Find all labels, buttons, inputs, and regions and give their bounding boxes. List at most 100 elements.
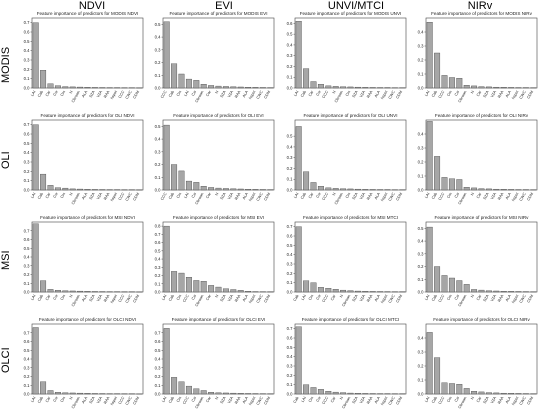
panel-2-1-xtick-label-9: VZA: [227, 294, 234, 303]
panel-1-1-bar-1: [171, 164, 178, 191]
panel-0-2-ytick-label-3: 0.3: [287, 53, 293, 58]
panel-1-3-xtick-label-6: N: [470, 192, 475, 197]
panel-2-2-bar-6: [340, 289, 347, 293]
panel-1-3-bar-0: [426, 121, 433, 191]
panel-2-3-bar-5: [463, 284, 470, 293]
panel-3-1-xtick-label-7: N: [215, 396, 220, 401]
panel-1-0-xtick-label-14: CDM: [132, 192, 140, 201]
panel-2-0-ytick-label-5: 0.5: [24, 246, 30, 251]
panel-3-3-xtick-label-3: Cm: [446, 396, 452, 403]
panel-2-1-bar-9: [230, 289, 237, 293]
panel-2-3-xtick-label-4: Cw: [454, 294, 460, 301]
panel-0-1-bar-11: [245, 87, 252, 89]
panel-2-3-xtick-label-11: ALA: [505, 294, 512, 303]
panel-2-3-xtick-label-6: N: [470, 294, 475, 299]
panel-2-3-xtick-label-0: LAI: [424, 294, 430, 301]
panel-2-3-xtick-label-2: CCC: [438, 294, 446, 303]
panel-2-0-axes-frame: [31, 221, 144, 293]
panel-3-1-bar-11: [245, 393, 252, 395]
panel-1-1-xtick-label-3: LAI: [183, 192, 189, 199]
panel-2-0-xtick-label-14: CDM: [132, 294, 140, 303]
panel-3-1-ytick-label-0: 0.0: [155, 392, 161, 397]
panel-2-0-ytick-label-0: 0.0: [24, 290, 30, 295]
panel-3-2-xtick-label-13: CWC: [388, 396, 396, 406]
panel-3-1-ytick-label-2: 0.2: [155, 374, 161, 379]
panel-1-2-bar-4: [325, 187, 332, 191]
panel-2-2-xtick-label-12: hspot: [380, 293, 389, 304]
panel-1-0-bar-8: [91, 189, 98, 191]
panel-1-0-xtick-label-1: Cab: [37, 192, 44, 200]
panel-1-0-bar-1: [40, 173, 47, 191]
panel-3-0-xtick-label-10: RAA: [103, 396, 111, 405]
panel-2-0-ytick-label-1: 0.1: [24, 281, 30, 286]
panel-3-0-bar-5: [69, 392, 76, 395]
panel-3-2-xtick-label-9: VZA: [359, 396, 366, 405]
panel-0-1-xtick-label-11: ALA: [242, 90, 249, 99]
panel-1-2-bar-1: [303, 171, 310, 191]
panel-2-2-ytick-label-0: 0.0: [287, 290, 293, 295]
panel-3-3-xtick-label-5: Cbrown: [458, 396, 468, 409]
panel-0-1-ytick-label-2: 0.2: [155, 60, 161, 65]
panel-3-3-bar-10: [500, 392, 507, 395]
panel-3-2-bar-7: [347, 392, 354, 395]
panel-2-2-xtick-label-11: ALA: [374, 294, 381, 303]
panel-3-1-bar-1: [171, 377, 178, 395]
panel-3-3-xtick-label-0: LAI: [424, 396, 430, 403]
panel-3-3-xtick-label-4: Cw: [454, 396, 460, 403]
panel-0-3-bar-5: [463, 85, 470, 89]
panel-2-0-bar-0: [32, 223, 39, 293]
panel-1-1-xtick-label-0: CCC: [160, 192, 168, 201]
panel-1-0-xtick-label-5: N: [69, 192, 74, 197]
panel-2-0-xtick-label-12: CCC: [118, 294, 126, 303]
panel-0-0-xtick-label-8: SZA: [89, 90, 96, 99]
panel-3-2-xtick-label-14: CDM: [395, 396, 403, 405]
panel-3-3-bar-3: [448, 383, 455, 395]
panel-2-0-ytick-label-3: 0.3: [24, 263, 30, 268]
panel-3-1-xtick-label-5: Cbrown: [195, 396, 205, 409]
panel-0-2-xtick-label-5: N: [332, 90, 337, 95]
panel-1-3-xtick-label-3: Cm: [446, 192, 452, 199]
panel-0-3-xtick-label-10: RAA: [497, 90, 505, 99]
panel-0-0-xtick-label-1: Cab: [37, 90, 44, 98]
panel-2-2-xtick-label-1: LAI: [301, 294, 307, 301]
panel-0-0-xtick-label-11: hspot: [110, 89, 119, 100]
panel-2-2-title: Feature importance of predictors for MSI…: [303, 215, 398, 220]
panel-0-2-ytick-label-5: 0.5: [287, 32, 293, 37]
panel-2-1-xtick-label-3: CCC: [182, 294, 190, 303]
panel-0-3-bar-10: [500, 87, 507, 89]
panel-1-3-bar-1: [434, 156, 441, 191]
panel-2-1-ytick-label-1: 0.1: [155, 281, 161, 286]
panel-0-1-title: Feature importance of predictors for MOD…: [169, 11, 267, 16]
panel-3-0-xtick-label-4: Cm: [60, 396, 66, 403]
panel-0-0-xtick-label-5: N: [69, 90, 74, 95]
panel-0-2-xtick-label-1: Cab: [300, 90, 307, 98]
panel-2-3-title: Feature importance of predictors for MSI…: [435, 215, 530, 220]
panel-1-3-bar-4: [456, 179, 463, 191]
panel-3-0-xtick-label-1: Cab: [37, 396, 44, 404]
col-header-nirv: NIRv: [467, 0, 493, 12]
panel-2-1-ytick-label-8: 0.8: [155, 224, 161, 229]
panel-0-1-xtick-label-0: CCC: [160, 90, 168, 99]
panel-0-2-bar-4: [325, 85, 332, 89]
panel-0-3-bar-3: [448, 77, 455, 89]
panel-0-1-ytick-label-3: 0.3: [155, 47, 161, 52]
panel-3-2-xtick-label-6: N: [339, 396, 344, 401]
panel-2-3-bar-6: [471, 289, 478, 293]
panel-3-2-xtick-label-4: CCC: [322, 396, 330, 405]
panel-3-3-bar-6: [471, 391, 478, 395]
panel-2-1-bar-5: [200, 281, 207, 293]
panel-2-2-ytick-label-6: 0.6: [287, 234, 293, 239]
panel-1-3-xtick-label-14: CDM: [526, 192, 534, 201]
panel-0-3-xtick-label-14: CDM: [526, 90, 534, 99]
panel-2-1-ytick-label-3: 0.3: [155, 265, 161, 270]
panel-1-2-xtick-label-13: CWC: [388, 192, 396, 202]
panel-2-1-xtick-label-4: Cw: [191, 294, 197, 301]
panel-1-1-ytick-label-3: 0.3: [155, 149, 161, 154]
panel-3-1-ytick-label-5: 0.5: [155, 348, 161, 353]
panel-1-3-xtick-label-5: Cbrown: [458, 192, 468, 205]
panel-0-0-ytick-label-3: 0.3: [24, 58, 30, 63]
panel-2-1-xtick-label-2: Cm: [176, 294, 182, 301]
panel-0-1-xtick-label-8: SZA: [220, 90, 227, 99]
panel-3-2-xtick-label-5: Car: [330, 395, 337, 403]
panel-1-0-bar-2: [47, 185, 54, 191]
